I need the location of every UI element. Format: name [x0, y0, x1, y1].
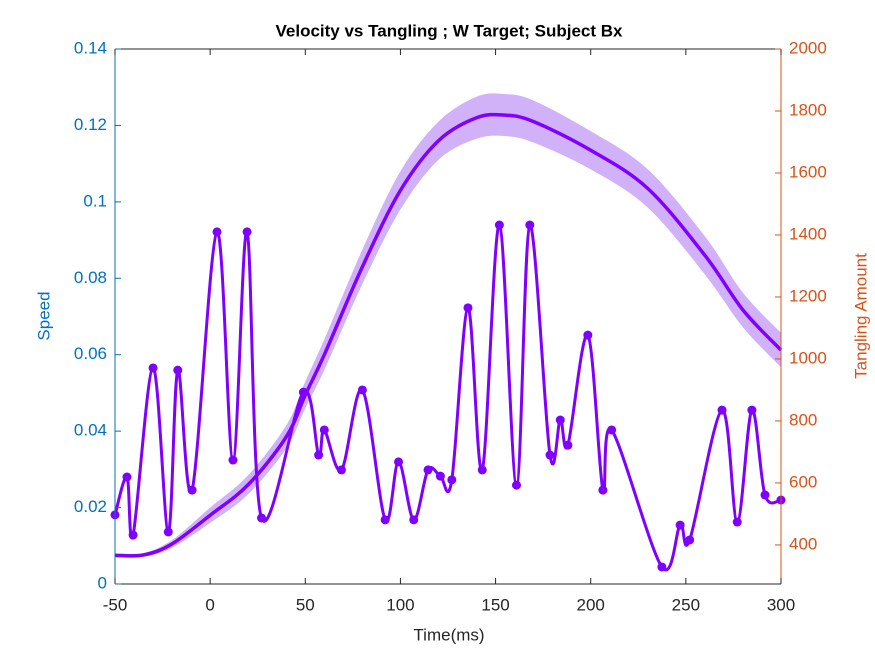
chart-title: Velocity vs Tangling ; W Target; Subject…	[276, 21, 624, 40]
marker	[163, 527, 173, 537]
y-tick-label: 0.1	[83, 191, 107, 210]
marker	[583, 330, 593, 340]
marker	[212, 227, 222, 237]
series-line	[113, 223, 782, 572]
marker	[148, 363, 158, 373]
y2-tick-label: 400	[789, 534, 817, 553]
marker	[463, 303, 473, 313]
marker	[257, 513, 267, 523]
marker	[494, 220, 504, 230]
y-tick-label: 0.02	[74, 497, 107, 516]
marker	[128, 530, 138, 540]
marker	[555, 415, 565, 425]
y-tick-label: 0.12	[74, 115, 107, 134]
marker	[545, 450, 555, 460]
marker	[598, 485, 608, 495]
x-tick-label: 200	[577, 595, 605, 614]
y-tick-label: 0	[98, 573, 107, 592]
marker	[409, 515, 419, 525]
marker	[122, 472, 132, 482]
marker	[563, 440, 573, 450]
marker	[173, 365, 183, 375]
marker	[380, 515, 390, 525]
y2-tick-label: 1200	[789, 286, 827, 305]
y2-tick-label: 1400	[789, 224, 827, 243]
y-tick-label: 0.14	[74, 38, 107, 57]
x-tick-label: 300	[767, 595, 795, 614]
marker	[423, 465, 433, 475]
marker	[717, 405, 727, 415]
y2-axis-label: Tangling Amount	[851, 253, 870, 379]
marker	[747, 405, 757, 415]
marker	[477, 465, 487, 475]
y2-tick-label: 1800	[789, 100, 827, 119]
y2-tick-label: 800	[789, 410, 817, 429]
y-tick-label: 0.06	[74, 344, 107, 363]
marker	[512, 480, 522, 490]
y-axis-label: Speed	[34, 291, 53, 340]
marker	[319, 425, 329, 435]
y2-tick-label: 1600	[789, 162, 827, 181]
marker	[314, 450, 324, 460]
marker	[298, 387, 308, 397]
marker	[394, 457, 404, 467]
marker	[525, 220, 535, 230]
marker	[242, 227, 252, 237]
x-axis-label: Time(ms)	[413, 625, 484, 644]
marker	[675, 520, 685, 530]
marker	[732, 517, 742, 527]
marker	[607, 425, 617, 435]
x-tick-label: 100	[386, 595, 414, 614]
marker	[657, 562, 667, 572]
marker	[336, 465, 346, 475]
marker	[447, 475, 457, 485]
marker	[685, 535, 695, 545]
x-tick-label: 250	[672, 595, 700, 614]
x-tick-label: 50	[296, 595, 315, 614]
y-tick-label: 0.04	[74, 421, 107, 440]
series-line	[114, 112, 783, 558]
y-tick-label: 0.08	[74, 268, 107, 287]
marker	[187, 485, 197, 495]
marker	[357, 385, 367, 395]
marker	[228, 455, 238, 465]
x-tick-label: 0	[205, 595, 214, 614]
y2-tick-label: 2000	[789, 38, 827, 57]
y2-tick-label: 1000	[789, 348, 827, 367]
x-tick-label: -50	[103, 595, 128, 614]
y2-tick-label: 600	[789, 472, 817, 491]
marker	[760, 490, 770, 500]
x-tick-label: 150	[481, 595, 509, 614]
marker	[435, 471, 445, 481]
